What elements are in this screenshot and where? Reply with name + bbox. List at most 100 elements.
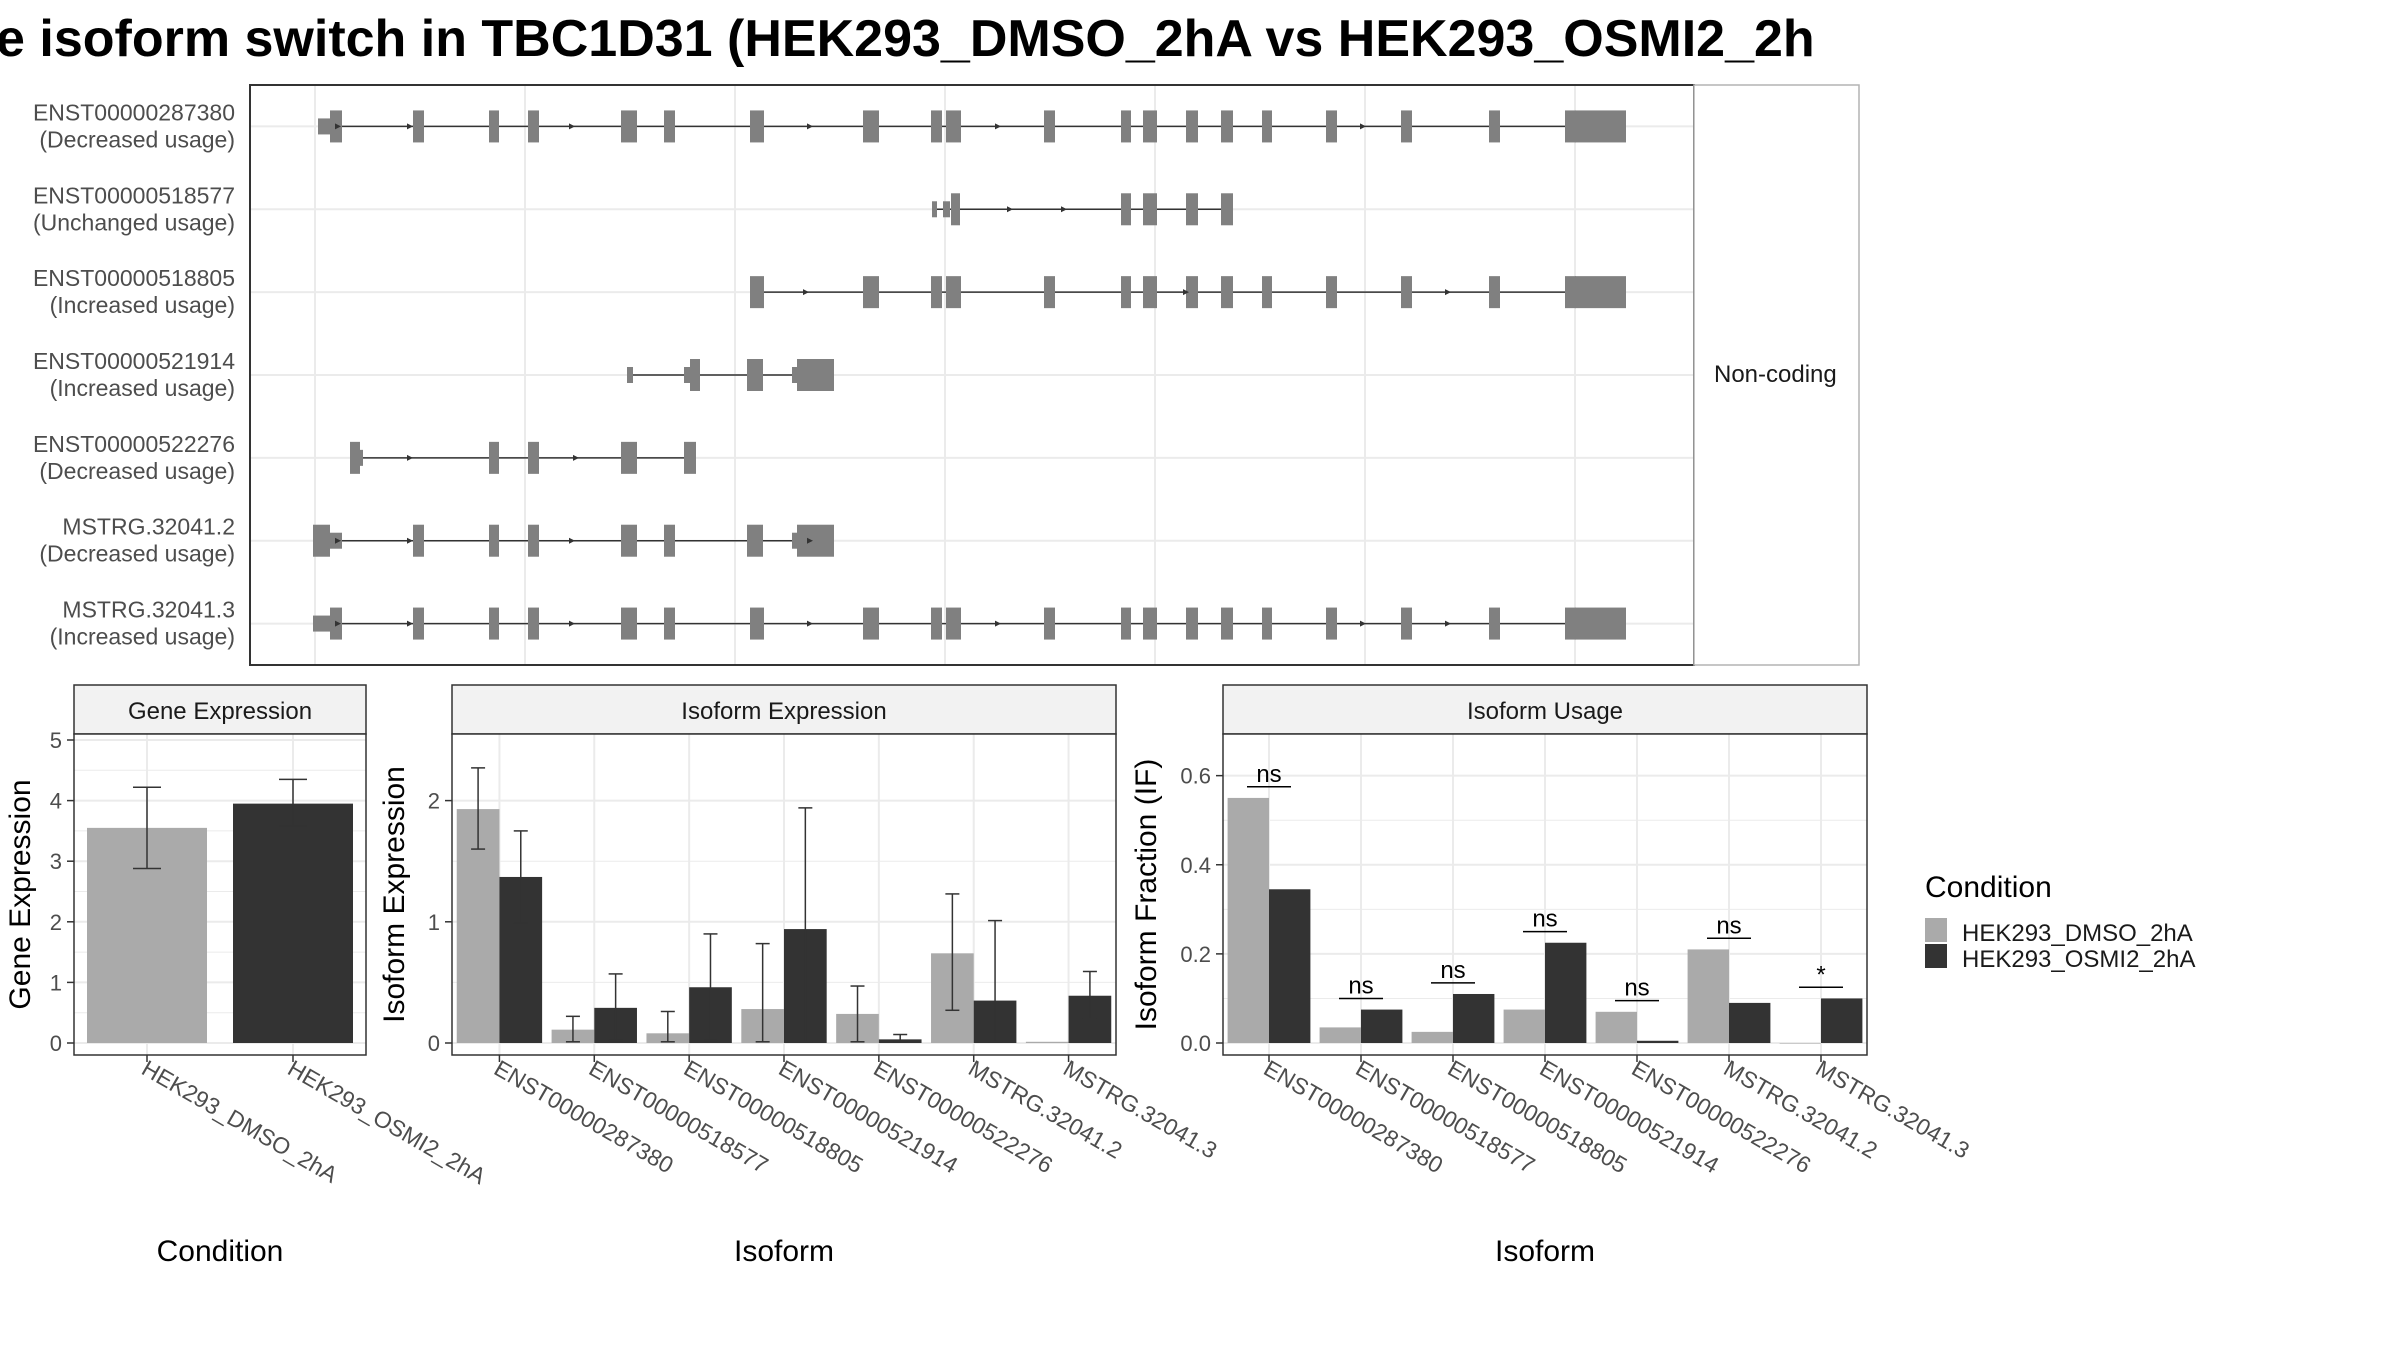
transcript-usage-label: (Decreased usage) <box>39 458 235 484</box>
transcript-exon <box>750 110 764 143</box>
transcript-exon <box>1044 110 1055 143</box>
transcript-exon <box>863 276 879 309</box>
significance-label: ns <box>1256 761 1281 788</box>
transcript-exon <box>747 359 763 391</box>
transcript-exon <box>413 524 424 557</box>
y-axis-title: Isoform Expression <box>378 766 411 1023</box>
bar <box>1319 1027 1361 1043</box>
legend-label-osmi: HEK293_OSMI2_2hA <box>1962 946 2195 973</box>
transcript-direction-arrow <box>995 123 1001 130</box>
x-axis-title: Isoform <box>1495 1235 1595 1268</box>
x-tick-label: MSTRG.32041.3 <box>1812 1055 1974 1164</box>
transcript-direction-arrow <box>1360 620 1366 627</box>
transcript-model <box>313 524 834 557</box>
significance-label: ns <box>1348 972 1373 999</box>
transcript-exon <box>621 524 637 557</box>
transcript-exon <box>747 524 763 557</box>
transcript-exon <box>664 110 675 143</box>
transcript-exon <box>1044 276 1055 309</box>
transcript-exon <box>1262 276 1272 309</box>
transcript-exon <box>946 110 961 143</box>
panel-strip-title: Gene Expression <box>128 698 312 725</box>
transcript-exon <box>1575 276 1626 309</box>
transcript-exon <box>1044 607 1055 640</box>
bar <box>1545 942 1587 1043</box>
transcript-exon <box>528 607 539 640</box>
transcript-exon <box>350 441 360 474</box>
transcript-exon <box>489 110 499 143</box>
legend-key-osmi <box>1925 944 1947 968</box>
transcript-direction-arrow <box>569 620 575 627</box>
transcript-strip <box>1693 84 1860 666</box>
bar <box>1025 1041 1069 1043</box>
transcript-exon <box>1221 110 1233 143</box>
transcript-direction-arrow <box>807 620 813 627</box>
transcript-exon <box>1186 110 1198 143</box>
y-tick-label: 0 <box>428 1031 440 1056</box>
bar <box>1637 1040 1679 1043</box>
transcript-exon <box>797 359 834 391</box>
panel-strip-title: Isoform Expression <box>681 698 886 725</box>
transcript-exon <box>1326 607 1337 640</box>
transcript-exon <box>1565 110 1576 143</box>
transcript-exon <box>1186 276 1198 309</box>
transcript-labels: ENST00000287380 (Decreased usage) ENST0000… <box>33 99 235 649</box>
transcript-direction-arrow <box>803 289 809 296</box>
transcript-exon <box>627 367 633 383</box>
transcript-label: ENST00000522276 (Decreased usage) <box>33 431 235 484</box>
transcript-model <box>318 110 1626 143</box>
y-tick-label: 0 <box>50 1031 62 1056</box>
transcript-exon <box>750 276 764 309</box>
x-tick-label: ENST00000522276 <box>869 1055 1057 1179</box>
transcript-exon <box>946 607 961 640</box>
figure-title: e isoform switch in TBC1D31 (HEK293_DMSO… <box>0 10 1815 68</box>
transcript-direction-arrow <box>407 454 413 461</box>
transcript-exon <box>931 110 942 143</box>
x-tick-label: MSTRG.32041.3 <box>1059 1055 1221 1164</box>
bar <box>1453 993 1495 1043</box>
transcript-rows <box>313 110 1626 640</box>
transcript-exon <box>664 524 675 557</box>
transcript-exon <box>1143 193 1157 226</box>
legend-label-dmso: HEK293_DMSO_2hA <box>1962 920 2193 947</box>
transcript-exon <box>863 607 879 640</box>
y-axis-title: Isoform Fraction (IF) <box>1130 759 1163 1031</box>
transcript-model <box>932 193 1233 226</box>
transcript-exon <box>1221 607 1233 640</box>
transcript-exon <box>528 110 539 143</box>
transcript-exon <box>413 607 424 640</box>
transcript-exon <box>528 441 539 474</box>
transcript-direction-arrow <box>407 537 413 544</box>
transcript-exon <box>943 201 950 218</box>
transcript-exon <box>1401 110 1412 143</box>
transcript-exon <box>1565 607 1576 640</box>
transcript-usage-label: (Decreased usage) <box>39 126 235 152</box>
transcript-exon <box>792 367 797 383</box>
transcript-exon <box>1221 193 1233 226</box>
y-tick-label: 4 <box>50 789 62 814</box>
transcript-direction-arrow <box>995 620 1001 627</box>
transcript-direction-arrow <box>1360 123 1366 130</box>
transcript-exon <box>1143 607 1157 640</box>
transcript-exon <box>1143 110 1157 143</box>
y-tick-label: 1 <box>428 910 440 935</box>
transcript-direction-arrow <box>1007 206 1013 213</box>
significance-label: ns <box>1532 906 1557 933</box>
transcript-label: ENST00000287380 (Decreased usage) <box>33 99 235 152</box>
x-tick-label: MSTRG.32041.2 <box>964 1055 1126 1164</box>
transcript-direction-arrow <box>807 123 813 130</box>
transcript-exon <box>1489 110 1500 143</box>
transcript-exon <box>318 118 331 135</box>
transcript-exon <box>1121 276 1131 309</box>
transcript-id-label: MSTRG.32041.3 <box>62 597 235 623</box>
transcript-exon <box>1489 276 1500 309</box>
transcript-exon <box>750 607 764 640</box>
transcript-direction-arrow <box>335 123 341 130</box>
transcript-exon <box>1489 607 1500 640</box>
bar-panel: Isoform Expression012ENST00000287380ENST… <box>378 684 1222 1268</box>
transcript-direction-arrow <box>569 123 575 130</box>
transcript-direction-arrow <box>1061 206 1067 213</box>
transcript-exon <box>360 449 363 466</box>
transcript-exon <box>664 607 675 640</box>
transcript-id-label: ENST00000518577 <box>33 182 235 208</box>
